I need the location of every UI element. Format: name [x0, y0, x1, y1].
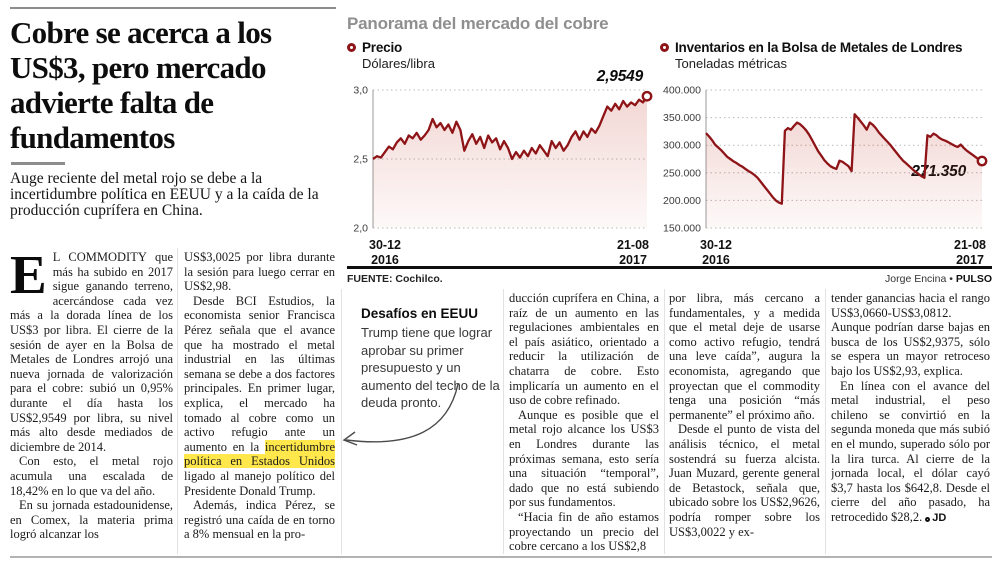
callout-box: Desafíos en EEUU Trump tiene que lograr … [361, 306, 503, 412]
body-column-6: tender ganancias hacia el rango US$3,066… [831, 291, 990, 554]
end-mark-icon [925, 516, 931, 522]
inventory-legend: Inventarios en la Bolsa de Metales de Lo… [660, 40, 992, 55]
body-column-2: US$3,0025 por libra durante la sesión pa… [184, 250, 335, 554]
price-chart-block: Precio Dólares/libra 2,9549 3,0 2,5 2,0 30… [347, 40, 659, 268]
inventory-chart-block: Inventarios en la Bolsa de Metales de Lo… [660, 40, 992, 268]
price-legend-label: Precio [362, 40, 403, 55]
paragraph: Desde BCI Estudios, la economista senior… [184, 293, 335, 498]
column-divider [341, 289, 342, 554]
column-divider [825, 289, 826, 554]
price-chart: 3,0 2,5 2,0 [353, 85, 653, 235]
credit-line: Jorge Encina • PULSO [760, 273, 992, 285]
callout-arrow-icon [342, 383, 459, 446]
paragraph: Aunque es posible que el metal rojo alca… [509, 407, 659, 510]
paragraph: US$3,0025 por libra durante la sesión pa… [184, 250, 335, 294]
paragraph: Desde el punto de vista del análisis téc… [669, 422, 820, 539]
subhead-divider [11, 162, 65, 165]
drop-cap: E [10, 250, 47, 305]
svg-text:3,0: 3,0 [353, 85, 368, 97]
infographic-title: Panorama del mercado del cobre [347, 14, 609, 33]
price-unit-label: Dólares/libra [362, 56, 435, 71]
column-divider [664, 289, 665, 554]
svg-text:250.000: 250.000 [663, 167, 701, 179]
price-end-value: 2,9549 [596, 68, 643, 85]
svg-text:200.000: 200.000 [663, 195, 701, 207]
paragraph: tender ganancias hacia el rango US$3,066… [831, 291, 990, 378]
inventory-legend-label: Inventarios en la Bolsa de Metales de Lo… [675, 40, 963, 55]
paragraph: “Hacia fin de año estamos proyectando un… [509, 509, 659, 554]
body-column-4: ducción cuprífera en China, a raíz de un… [509, 291, 659, 554]
svg-text:2,5: 2,5 [353, 154, 368, 166]
svg-text:300.000: 300.000 [663, 140, 701, 152]
infographic-rule [347, 266, 992, 269]
paragraph: En su jornada estadounidense, en Comex, … [10, 498, 173, 542]
inventory-x-axis: 30-12 2016 21-08 2017 [700, 238, 986, 268]
svg-text:2,0: 2,0 [353, 223, 368, 235]
inventory-chart: 400.000 350.000 300.000 250.000 200.000 150.0… [663, 85, 988, 235]
author-initials: JD [932, 511, 947, 524]
article-headline: Cobre se acerca a los US$3, pero mercado… [10, 15, 272, 155]
svg-text:350.000: 350.000 [663, 112, 701, 124]
paragraph: ducción cuprífera en China, a raíz de un… [509, 291, 659, 408]
credit-separator: • [946, 273, 956, 285]
paragraph: Con esto, el metal rojo acumula una esca… [10, 454, 173, 498]
x-tick-start: 30-12 2016 [700, 238, 732, 267]
bottom-rule [10, 556, 992, 558]
article-subhead: Auge reciente del metal rojo se debe a l… [10, 170, 319, 219]
inventory-unit-label: Toneladas métricas [675, 56, 787, 71]
paragraph: Además, indica Pérez, se registró una ca… [184, 498, 335, 542]
credit-brand: PULSO [955, 273, 992, 285]
x-tick-start: 30-12 2016 [369, 238, 401, 267]
callout-title: Desafíos en EEUU [361, 306, 479, 321]
price-legend: Precio [347, 40, 659, 55]
paragraph: En línea con el avance del metal industr… [831, 378, 990, 524]
svg-text:400.000: 400.000 [663, 85, 701, 97]
legend-ring-icon [347, 43, 356, 52]
x-tick-end: 21-08 2017 [954, 238, 986, 267]
x-tick-end: 21-08 2017 [617, 238, 649, 267]
callout-body: Trump tiene que lograr aprobar su primer… [361, 325, 500, 410]
column-divider [177, 248, 178, 554]
credit-author: Jorge Encina [885, 273, 947, 285]
svg-text:150.000: 150.000 [663, 223, 701, 235]
top-rule [10, 7, 336, 9]
paragraph: por libra, más cercano a fundamentales, … [669, 291, 820, 422]
source-note: FUENTE: Cochilco. [347, 273, 443, 285]
legend-ring-icon [660, 43, 669, 52]
column-divider [503, 289, 504, 554]
body-column-5: por libra, más cercano a fundamentales, … [669, 291, 820, 554]
price-x-axis: 30-12 2016 21-08 2017 [369, 238, 649, 268]
